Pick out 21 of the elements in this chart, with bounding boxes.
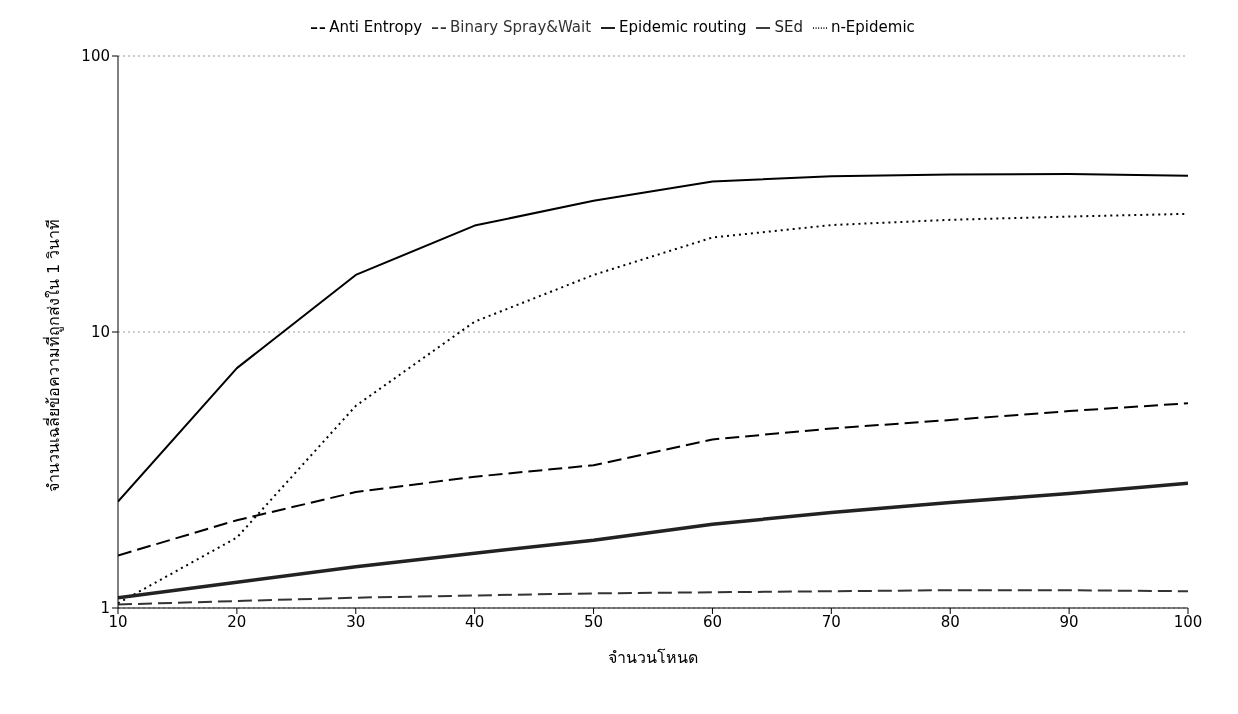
x-tick-label: 10 <box>108 612 128 631</box>
y-axis-title: จำนวนเฉลี่ยข้อความที่ถูกส่งใน 1 วินาที <box>41 218 64 492</box>
x-tick-label: 20 <box>227 612 247 631</box>
x-tick-label: 60 <box>702 612 722 631</box>
x-tick-label: 70 <box>821 612 841 631</box>
y-tick-label: 100 <box>81 47 110 66</box>
y-tick-label: 1 <box>100 599 110 618</box>
line-series <box>118 481 1188 600</box>
x-tick-label: 30 <box>346 612 366 631</box>
y-tick-label: 10 <box>90 323 110 342</box>
legend-label: Epidemic routing <box>619 18 747 36</box>
x-tick-label: 100 <box>1173 612 1203 631</box>
x-tick-label: 50 <box>584 612 604 631</box>
legend-label: Binary Spray&Wait <box>450 18 592 36</box>
legend-label: n-Epidemic <box>830 18 915 36</box>
x-axis-title: จำนวนโหนด <box>608 648 698 667</box>
x-tick-label: 80 <box>940 612 960 631</box>
legend-label: Anti Entropy <box>329 18 423 36</box>
legend-label: SEd <box>774 18 803 36</box>
x-tick-label: 40 <box>465 612 485 631</box>
x-tick-label: 90 <box>1059 612 1079 631</box>
